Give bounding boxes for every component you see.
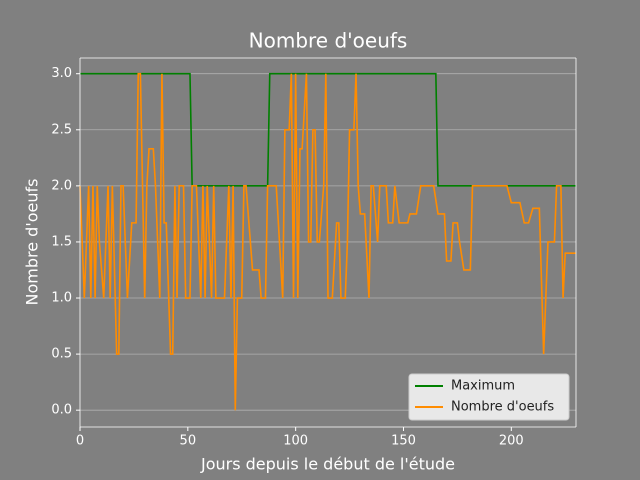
y-tick-label: 2.0: [51, 178, 72, 193]
data-line: [79, 72, 576, 411]
x-tick-label: 200: [499, 434, 524, 449]
x-tick-label: 150: [391, 434, 416, 449]
legend: Maximum Nombre d'oeufs: [408, 373, 570, 421]
y-tick-label: 0.0: [51, 403, 72, 418]
legend-label: Maximum: [451, 379, 515, 394]
legend-box: [408, 373, 570, 421]
x-tick-label: 100: [283, 434, 308, 449]
y-tick-label: 3.0: [51, 66, 72, 81]
chart-title: Nombre d'oeufs: [249, 29, 408, 53]
x-axis-label: Jours depuis le début de l'étude: [200, 455, 455, 474]
y-axis-label: Nombre d'oeufs: [23, 179, 42, 306]
y-tick-label: 1.5: [51, 234, 72, 249]
x-tick-label: 0: [76, 434, 84, 449]
data-line: [80, 72, 576, 187]
y-tick-label: 2.5: [51, 122, 72, 137]
y-tick-label: 0.5: [51, 347, 72, 362]
legend-label: Nombre d'oeufs: [451, 400, 554, 415]
x-tick-label: 50: [180, 434, 197, 449]
y-tick-label: 1.0: [51, 291, 72, 306]
